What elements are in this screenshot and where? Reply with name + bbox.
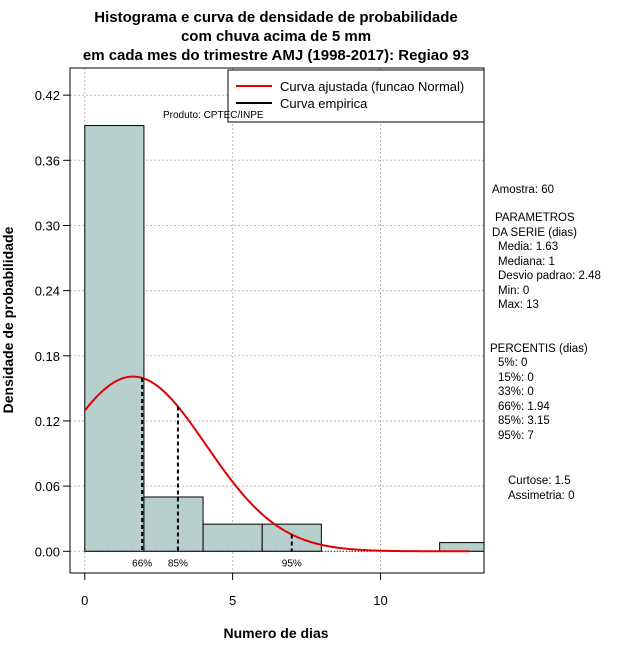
y-tick-label-4: 0.24: [35, 284, 60, 299]
percentil-95: 95%: 7: [498, 430, 534, 442]
percentil-15: 15%: 0: [498, 372, 534, 384]
percentile-markers: 66% 85% 95%: [132, 377, 302, 569]
params-title-1: PARAMETROS: [495, 212, 575, 224]
chart-title-line-3: em cada mes do trimestre AMJ (1998-2017)…: [83, 47, 469, 64]
legend-label-fitted: Curva ajustada (funcao Normal): [280, 79, 464, 94]
param-max: Max: 13: [498, 299, 539, 311]
chart-title-line-1: Histograma e curva de densidade de proba…: [94, 9, 457, 26]
percentil-33: 33%: 0: [498, 386, 534, 398]
percentil-66: 66%: 1.94: [498, 401, 550, 413]
histogram-bars: [84, 125, 485, 552]
param-desvio: Desvio padrao: 2.48: [498, 270, 601, 282]
y-tick-label-3: 0.18: [35, 349, 60, 364]
y-tick-label-1: 0.06: [35, 479, 60, 494]
legend-box: [227, 69, 485, 123]
percentile-label-95: 95%: [282, 558, 302, 569]
y-tick-label-5: 0.30: [35, 218, 60, 233]
assimetria: Assimetria: 0: [508, 490, 574, 502]
percentis-title: PERCENTIS (dias): [490, 343, 588, 355]
param-mediana: Mediana: 1: [498, 256, 555, 268]
histogram-bar-0: [84, 125, 145, 552]
percentil-5: 5%: 0: [498, 357, 527, 369]
y-tick-label-2: 0.12: [35, 414, 60, 429]
fitted-curve-layer: [84, 375, 470, 553]
histogram-bar-2: [202, 523, 263, 552]
histogram-bar-1: [143, 496, 204, 552]
histogram-bar-6: [439, 542, 485, 552]
percentile-label-85: 85%: [168, 558, 188, 569]
y-tick-label-7: 0.42: [35, 88, 60, 103]
y-tick-label-0: 0.00: [35, 544, 60, 559]
params-title-2: DA SERIE (dias): [492, 227, 577, 239]
y-axis-title: Densidade de probabilidade: [0, 226, 16, 413]
legend: Curva ajustada (funcao Normal) Curva emp…: [227, 69, 485, 123]
fitted-normal-curve: [84, 375, 470, 553]
param-min: Min: 0: [498, 285, 529, 297]
percentile-label-66: 66%: [132, 558, 152, 569]
x-tick-label-1: 5: [229, 593, 236, 608]
x-tick-label-0: 0: [81, 593, 88, 608]
param-media: Media: 1.63: [498, 241, 558, 253]
product-label: Produto: CPTEC/INPE: [163, 110, 264, 121]
axes: 0 5 10 0.00 0.06 0.12 0.18 0.24 0.30 0.36 0.42: [35, 88, 388, 608]
chart-title-line-2: com chuva acima de 5 mm: [181, 28, 371, 45]
x-axis-title: Numero de dias: [223, 625, 328, 641]
percentil-85: 85%: 3.15: [498, 415, 550, 427]
curtose: Curtose: 1.5: [508, 475, 571, 487]
x-tick-label-2: 10: [373, 593, 387, 608]
legend-label-empirical: Curva empirica: [280, 96, 368, 111]
sample-size: Amostra: 60: [492, 184, 554, 196]
y-tick-label-6: 0.36: [35, 153, 60, 168]
stats-panel: Amostra: 60 PARAMETROS DA SERIE (dias) M…: [490, 184, 601, 502]
